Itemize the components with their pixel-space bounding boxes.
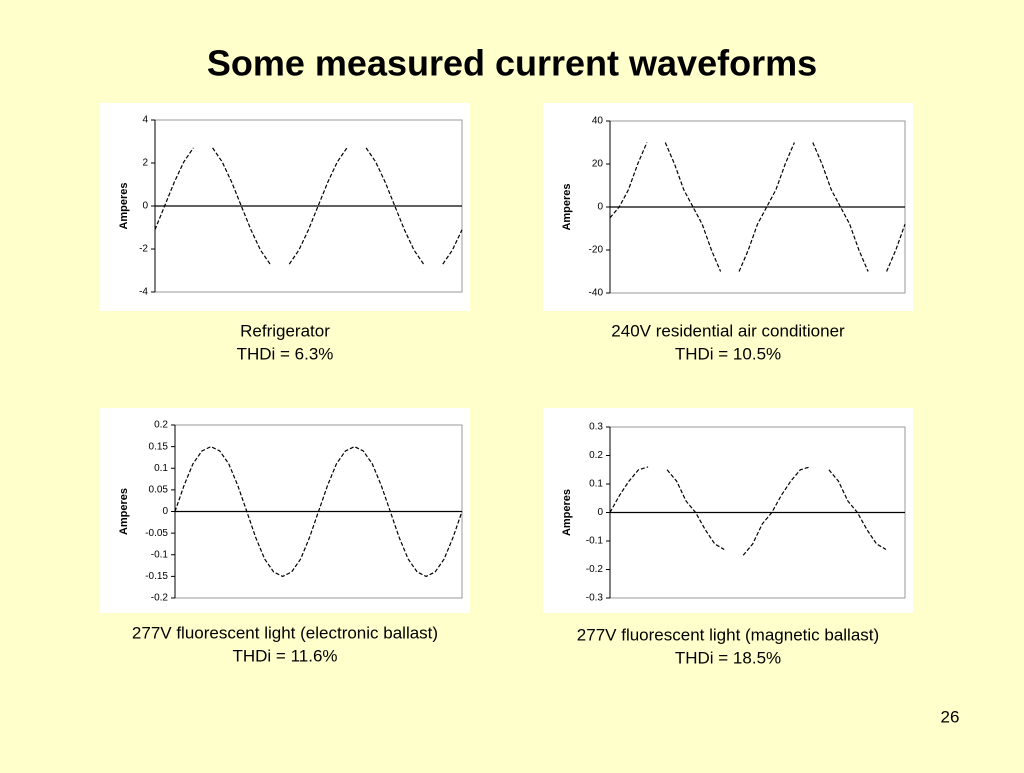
chart-caption: 240V residential air conditioner bbox=[611, 321, 845, 340]
y-tick-label: -0.15 bbox=[145, 571, 168, 582]
y-tick-label: -2 bbox=[139, 244, 148, 255]
y-tick-label: -0.1 bbox=[586, 536, 604, 547]
y-axis-label: Amperes bbox=[561, 183, 573, 230]
chart-background bbox=[543, 408, 913, 613]
y-tick-label: 2 bbox=[142, 158, 148, 169]
y-tick-label: 0.15 bbox=[149, 441, 169, 452]
slide-title: Some measured current waveforms bbox=[207, 43, 817, 84]
y-tick-label: 0.2 bbox=[589, 450, 603, 461]
y-tick-label: 0 bbox=[597, 202, 603, 213]
page-number: 26 bbox=[941, 707, 960, 726]
chart-caption: THDi = 18.5% bbox=[675, 648, 781, 667]
y-tick-label: 0 bbox=[162, 506, 168, 517]
chart-caption: 277V fluorescent light (magnetic ballast… bbox=[577, 625, 879, 644]
y-axis-label: Amperes bbox=[118, 182, 130, 229]
y-tick-label: -0.3 bbox=[586, 593, 604, 604]
y-tick-label: 0.2 bbox=[154, 420, 168, 431]
y-tick-label: -0.2 bbox=[586, 564, 604, 575]
y-axis-label: Amperes bbox=[561, 489, 573, 536]
y-tick-label: -0.2 bbox=[151, 593, 169, 604]
y-tick-label: -20 bbox=[589, 245, 604, 256]
y-tick-label: 0 bbox=[142, 201, 148, 212]
chart-caption: THDi = 6.3% bbox=[237, 344, 334, 363]
chart-caption: Refrigerator bbox=[240, 321, 330, 340]
y-tick-label: 0.05 bbox=[149, 485, 169, 496]
chart-caption: 277V fluorescent light (electronic balla… bbox=[132, 623, 438, 642]
chart-background bbox=[100, 408, 470, 613]
y-tick-label: 20 bbox=[592, 159, 604, 170]
y-tick-label: 0.3 bbox=[589, 422, 603, 433]
y-tick-label: 4 bbox=[142, 115, 148, 126]
y-tick-label: -40 bbox=[589, 288, 604, 299]
y-tick-label: -0.1 bbox=[151, 549, 169, 560]
waveform bbox=[154, 147, 463, 265]
y-tick-label: -0.05 bbox=[145, 528, 168, 539]
y-tick-label: 40 bbox=[592, 116, 604, 127]
waveform bbox=[609, 142, 906, 272]
chart-background bbox=[100, 103, 470, 311]
y-tick-label: -4 bbox=[139, 287, 148, 298]
chart-caption: THDi = 11.6% bbox=[232, 646, 337, 665]
y-tick-label: 0.1 bbox=[154, 463, 168, 474]
y-tick-label: 0 bbox=[597, 507, 603, 518]
y-axis-label: Amperes bbox=[118, 488, 130, 535]
waveform bbox=[174, 445, 463, 578]
y-tick-label: 0.1 bbox=[589, 479, 603, 490]
chart-caption: THDi = 10.5% bbox=[675, 344, 781, 363]
